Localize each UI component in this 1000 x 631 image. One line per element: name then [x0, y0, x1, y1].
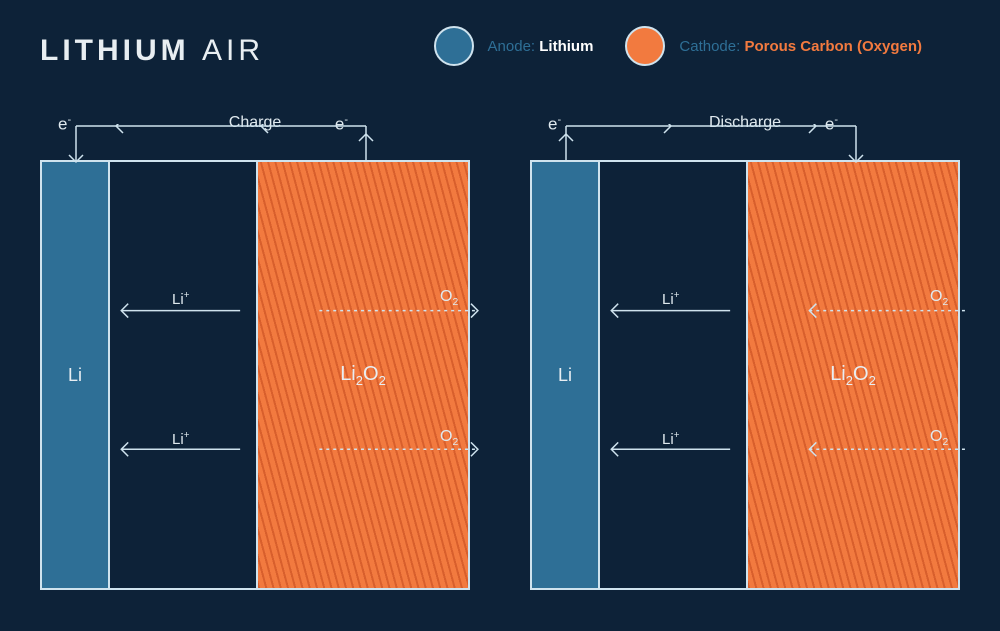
cathode-block: Li2O2	[746, 162, 958, 588]
legend-anode-label: Anode:	[488, 38, 536, 55]
anode-label: Li	[68, 365, 82, 386]
legend-cathode: Cathode: Porous Carbon (Oxygen)	[679, 38, 940, 55]
anode-label: Li	[558, 365, 572, 386]
mode-label: Charge	[229, 114, 281, 132]
cell-discharge: Li Li2O2 e- Discharge e- Li+ Li+ O2 O2	[530, 160, 960, 590]
header: LITHIUM AIR Anode: Lithium Cathode: Poro…	[40, 26, 960, 76]
electron-label-left: e-	[58, 114, 71, 135]
anode-block: Li	[532, 162, 600, 588]
o2-label: O2	[440, 288, 458, 308]
li-ion-label: Li+	[172, 430, 189, 448]
title-light: AIR	[202, 34, 264, 67]
mode-label: Discharge	[709, 114, 781, 132]
o2-label: O2	[930, 428, 948, 448]
legend: Anode: Lithium Cathode: Porous Carbon (O…	[434, 26, 940, 66]
electron-label-right: e-	[825, 114, 838, 135]
cathode-swatch-icon	[625, 26, 665, 66]
li-ion-label: Li+	[662, 430, 679, 448]
legend-cathode-value: Porous Carbon (Oxygen)	[744, 38, 922, 55]
anode-block: Li	[42, 162, 110, 588]
cathode-block: Li2O2	[256, 162, 468, 588]
cathode-label: Li2O2	[340, 363, 386, 388]
electron-label-left: e-	[548, 114, 561, 135]
title-bold: LITHIUM	[40, 34, 190, 67]
legend-cathode-label: Cathode:	[679, 38, 740, 55]
page-title: LITHIUM AIR	[40, 34, 264, 68]
cathode-label: Li2O2	[830, 363, 876, 388]
legend-anode: Anode: Lithium	[488, 38, 612, 55]
diagram-panels: Li Li2O2 e- Charge e- Li+ Li+ O2 O2	[40, 160, 960, 631]
o2-label: O2	[440, 428, 458, 448]
electron-label-right: e-	[335, 114, 348, 135]
legend-anode-value: Lithium	[539, 38, 593, 55]
cell-charge: Li Li2O2 e- Charge e- Li+ Li+ O2 O2	[40, 160, 470, 590]
o2-label: O2	[930, 288, 948, 308]
li-ion-label: Li+	[172, 290, 189, 308]
li-ion-label: Li+	[662, 290, 679, 308]
anode-swatch-icon	[434, 26, 474, 66]
